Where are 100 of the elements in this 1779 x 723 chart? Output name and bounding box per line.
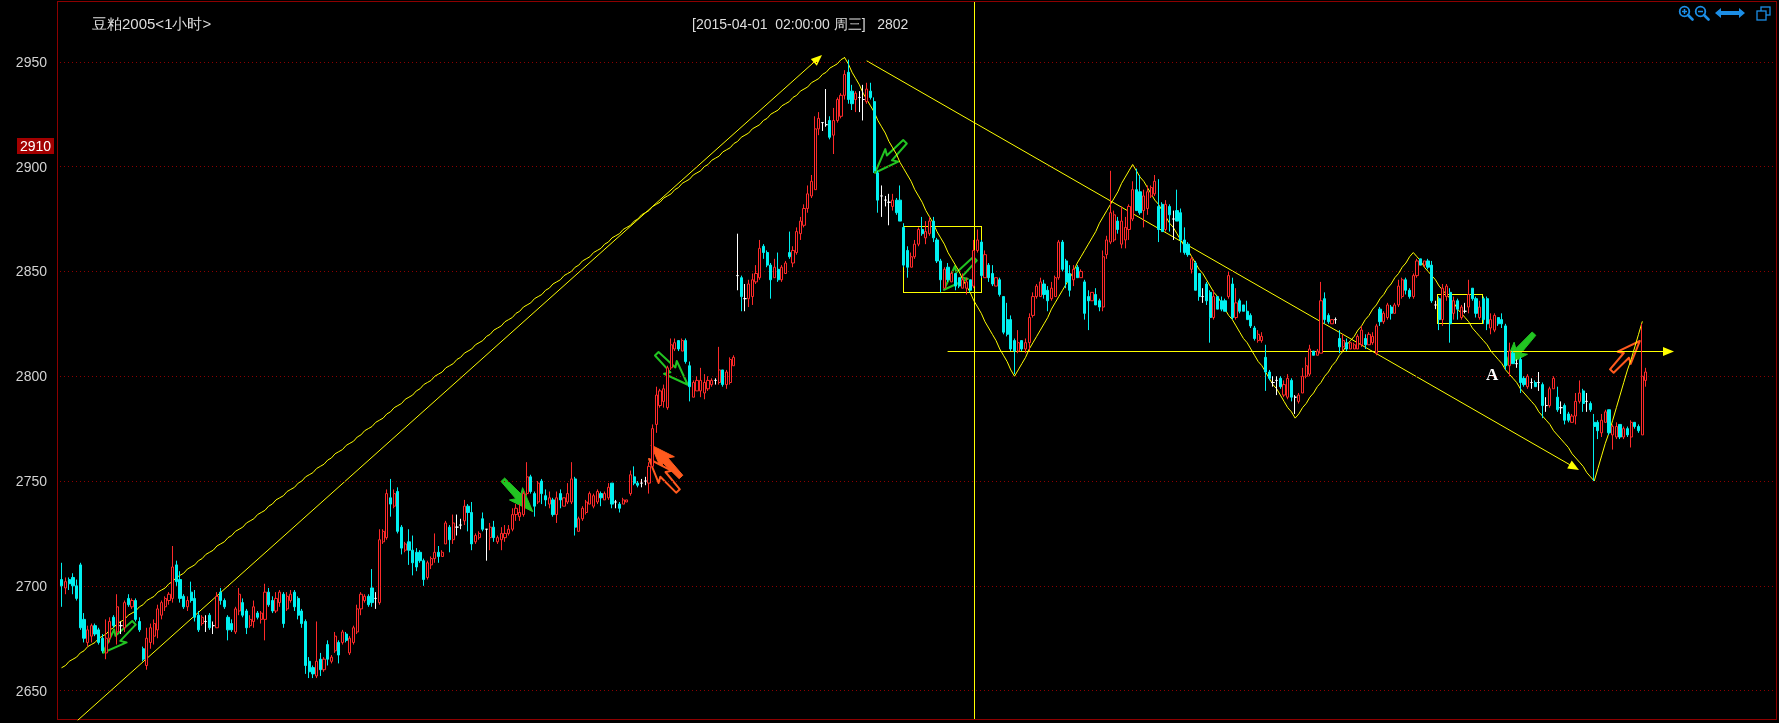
candlestick (455, 514, 459, 537)
candlestick (478, 530, 481, 541)
candlestick (437, 545, 440, 564)
candlestick (1452, 296, 1455, 321)
candlestick (865, 82, 868, 105)
candlestick (1641, 323, 1644, 436)
candlestick (1419, 258, 1422, 266)
candlestick (1238, 298, 1241, 314)
candlestick (965, 277, 968, 295)
candlestick (119, 620, 123, 635)
candlestick (1541, 382, 1544, 419)
candlestick (1072, 264, 1075, 287)
candlestick (758, 239, 761, 281)
candlestick (710, 377, 713, 388)
candlestick (511, 507, 514, 532)
candlestick (204, 614, 207, 633)
candlestick (1449, 287, 1452, 344)
candlestick (186, 595, 189, 612)
candlestick (404, 541, 407, 553)
candlestick (533, 491, 536, 518)
candlestick (226, 614, 230, 641)
text: 豆粕2005<1小时> (92, 15, 212, 32)
candlestick (555, 491, 558, 524)
candlestick (596, 488, 599, 505)
candlestick (1607, 409, 1611, 436)
candlestick (954, 273, 957, 291)
candlestick (548, 491, 551, 509)
candlestick (1519, 356, 1522, 394)
candlestick (1142, 189, 1145, 228)
candlestick (788, 231, 791, 260)
candlestick (1120, 205, 1123, 249)
candlestick (142, 646, 145, 662)
candlestick (1290, 377, 1293, 402)
candlestick (699, 367, 702, 398)
candlestick (825, 88, 828, 128)
candlestick (1375, 323, 1378, 356)
candlestick (1164, 199, 1167, 233)
y-tick-label: 2850 (15, 263, 48, 280)
candlestick (1438, 296, 1441, 331)
candlestick (1504, 323, 1507, 371)
candlestick (1076, 264, 1079, 279)
candlestick (773, 258, 776, 279)
y-tick-label: 2800 (15, 368, 48, 385)
candlestick (529, 474, 532, 495)
candlestick (1630, 419, 1633, 448)
candlestick (1220, 296, 1223, 312)
candlestick (854, 90, 857, 113)
candlestick (1223, 298, 1227, 312)
candlestick (1378, 306, 1382, 327)
candlestick (1090, 291, 1094, 302)
candlestick (337, 639, 340, 664)
candlestick (127, 593, 130, 608)
candlestick (252, 600, 255, 629)
candlestick (1212, 289, 1215, 321)
candlestick (599, 491, 603, 507)
candlestick (943, 266, 946, 289)
candlestick (946, 262, 950, 283)
candlestick (441, 549, 444, 557)
candlestick (592, 493, 595, 509)
candlestick (987, 262, 990, 283)
candlestick (1079, 268, 1083, 279)
candlestick (629, 470, 632, 497)
candlestick (1456, 298, 1459, 321)
candlestick (345, 631, 348, 643)
candlestick (389, 478, 392, 518)
candlestick (983, 249, 987, 279)
candlestick (145, 627, 148, 671)
candlestick (1330, 319, 1334, 325)
candlestick (743, 283, 747, 312)
candlestick (544, 488, 547, 507)
candlestick (489, 522, 492, 551)
candlestick (1489, 312, 1492, 335)
candlestick (1404, 277, 1407, 295)
candlestick (736, 233, 739, 291)
candlestick (574, 476, 577, 537)
candlestick (633, 465, 636, 486)
candlestick (1319, 281, 1323, 354)
candlestick (1020, 340, 1023, 352)
candlestick (1441, 283, 1444, 327)
candlestick (1460, 304, 1463, 321)
candlestick (105, 618, 108, 660)
candlestick (444, 520, 447, 545)
candlestick (378, 528, 381, 606)
candlestick (1600, 413, 1603, 438)
candlestick (1500, 312, 1503, 329)
candlestick (688, 361, 691, 402)
candlestick (1526, 373, 1529, 390)
candlestick (1493, 312, 1496, 333)
candlestick (684, 337, 687, 365)
candlestick (1153, 174, 1156, 197)
candlestick (958, 277, 961, 289)
candlestick (201, 614, 204, 627)
candlestick (112, 614, 115, 629)
candlestick (610, 482, 614, 509)
candlestick (607, 482, 610, 501)
y-tick-label: 2650 (15, 682, 48, 699)
candlestick (1537, 371, 1540, 392)
candlestick (1216, 296, 1219, 310)
candlestick (315, 620, 318, 679)
candlestick (729, 356, 732, 386)
